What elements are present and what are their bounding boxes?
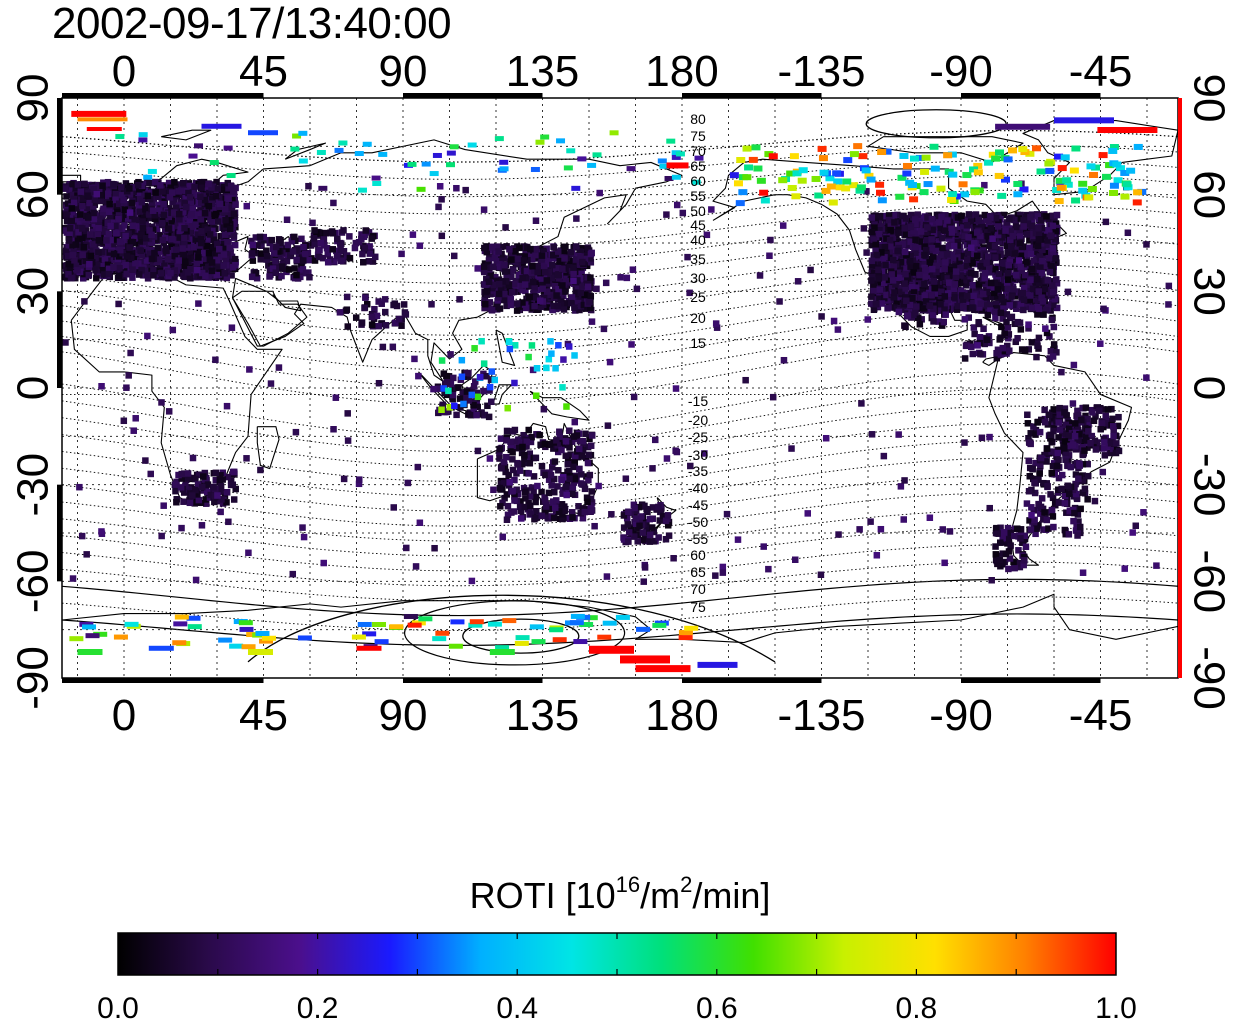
colorbar-tick-label: 0.2 — [297, 992, 339, 1024]
x-tick-label-bottom: -45 — [1069, 691, 1133, 740]
colorbar-tick-label: 0.6 — [696, 992, 738, 1024]
mlat-label: 50 — [690, 203, 706, 219]
y-tick-label-left: 90 — [9, 74, 58, 123]
y-tick-labels-right: 90 60 30 0 -30 -60 -90 — [1184, 74, 1233, 710]
mlat-label: 30 — [690, 270, 706, 286]
x-tick-label-top: 135 — [506, 47, 579, 96]
magnetic-latitude-labels: 8075706560555045403530252015-15-20-25-30… — [688, 111, 708, 615]
mlat-label: 25 — [690, 289, 706, 305]
x-tick-label-bottom: 90 — [379, 691, 428, 740]
mlat-label: 65 — [690, 564, 706, 580]
y-tick-label-left: -60 — [9, 550, 58, 614]
y-tick-label-right: 90 — [1184, 74, 1233, 123]
mlat-label: 40 — [690, 232, 706, 248]
x-tick-label-top: 180 — [645, 47, 718, 96]
colorbar-tick-label: 0.8 — [896, 992, 938, 1024]
y-tick-label-right: -30 — [1184, 453, 1233, 517]
y-tick-label-right: 60 — [1184, 170, 1233, 219]
roti-data-points — [62, 110, 1173, 673]
mlat-label: 65 — [690, 158, 706, 174]
mlat-label: -40 — [688, 480, 708, 496]
colorbar-tick-label: 0.0 — [97, 992, 139, 1024]
magnetic-latitude-contours — [62, 109, 1178, 666]
mlat-label: 60 — [690, 173, 706, 189]
x-tick-label-top: -45 — [1069, 47, 1133, 96]
colorbar-title: ROTI [1016/m2/min] — [469, 872, 771, 917]
y-tick-label-left: -90 — [9, 646, 58, 710]
mlat-label: 20 — [690, 310, 706, 326]
mlat-label: 75 — [690, 128, 706, 144]
y-tick-label-left: 60 — [9, 170, 58, 219]
colorbar-gradient — [117, 932, 1117, 976]
mlat-label: -15 — [688, 393, 708, 409]
map-frame — [57, 93, 1182, 683]
mlat-label: 35 — [690, 251, 706, 267]
colorbar-tick-labels: 0.0 0.2 0.4 0.6 0.8 1.0 — [97, 992, 1137, 1024]
x-tick-label-bottom: 135 — [506, 691, 579, 740]
x-tick-label-bottom: 180 — [645, 691, 718, 740]
colorbar — [117, 932, 1117, 976]
y-tick-label-right: 0 — [1184, 376, 1233, 400]
x-tick-label-bottom: -90 — [929, 691, 993, 740]
mlat-label: 15 — [690, 335, 706, 351]
colorbar-tick-label: 0.4 — [496, 992, 538, 1024]
mlat-label: -45 — [688, 497, 708, 513]
mlat-label: -55 — [688, 531, 708, 547]
mlat-label: -50 — [688, 514, 708, 530]
y-tick-labels-left: 90 60 30 0 -30 -60 -90 — [9, 74, 58, 710]
mlat-label: 80 — [690, 111, 706, 127]
y-tick-label-left: 0 — [9, 376, 58, 400]
x-tick-label-bottom: -135 — [777, 691, 865, 740]
y-tick-label-right: -60 — [1184, 550, 1233, 614]
mlat-label: -35 — [688, 463, 708, 479]
mlat-label: -20 — [688, 412, 708, 428]
mlat-label: 45 — [690, 217, 706, 233]
mlat-label: -25 — [688, 429, 708, 445]
x-tick-labels-top: 0 45 90 135 180 -135 -90 -45 — [112, 47, 1133, 96]
x-tick-label-top: 45 — [239, 47, 288, 96]
mlat-label: 75 — [690, 599, 706, 615]
y-tick-label-right: -90 — [1184, 646, 1233, 710]
x-tick-label-top: -135 — [777, 47, 865, 96]
x-tick-label-top: 90 — [379, 47, 428, 96]
x-tick-label-bottom: 0 — [112, 691, 136, 740]
y-tick-label-left: 30 — [9, 267, 58, 316]
mlat-label: 55 — [690, 188, 706, 204]
timestamp-title: 2002-09-17/13:40:00 — [52, 0, 452, 48]
mlat-label: -30 — [688, 447, 708, 463]
mlat-label: 70 — [690, 581, 706, 597]
mlat-label: 70 — [690, 143, 706, 159]
x-tick-label-bottom: 45 — [239, 691, 288, 740]
x-tick-label-top: 0 — [112, 47, 136, 96]
x-tick-labels-bottom: 0 45 90 135 180 -135 -90 -45 — [112, 691, 1133, 740]
y-tick-label-left: -30 — [9, 453, 58, 517]
colorbar-tick-label: 1.0 — [1095, 992, 1137, 1024]
y-tick-label-right: 30 — [1184, 267, 1233, 316]
mlat-label: 60 — [690, 547, 706, 563]
x-tick-label-top: -90 — [929, 47, 993, 96]
